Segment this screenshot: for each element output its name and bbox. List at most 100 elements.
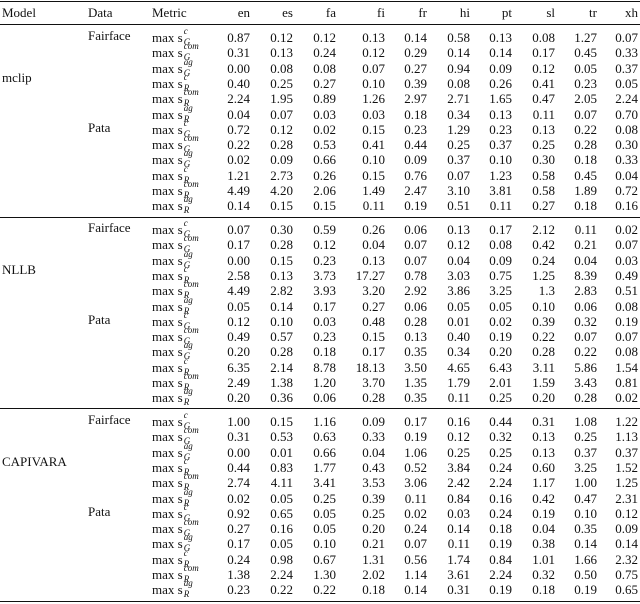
value-cell: 0.10 [574,505,597,521]
metric-base: max s [152,106,183,122]
value-cell: 0.09 [270,152,293,168]
value-cell: 1.21 [227,167,250,183]
metric-sub: R [183,205,190,216]
metric-sup: ag [183,386,193,397]
value-cell: 1.26 [362,91,385,107]
dataset-label: Pata [88,119,111,135]
value-cell: 0.33 [615,152,638,168]
value-cell: 1.38 [227,567,250,582]
value-cell: 0.39 [532,313,555,329]
value-cell: 0.53 [270,429,293,445]
value-cell: 0.13 [270,45,293,61]
value-cell: 5.86 [574,359,597,375]
value-cell: 0.24 [489,459,512,475]
metric-base: max s [152,313,183,329]
value-cell: 0.19 [615,313,638,329]
value-cell: 0.00 [227,60,250,76]
value-cell: 0.18 [404,106,427,122]
metric-base: max s [152,298,183,314]
value-cell: 0.23 [313,252,336,268]
value-cell: 0.63 [313,429,336,445]
metric-sub: G [183,229,191,239]
value-cell: 0.08 [447,75,470,91]
value-cell: 0.19 [404,429,427,445]
value-cell: 2.31 [615,490,638,506]
metric-base: max s [152,167,183,183]
metric-scripts: com G [183,517,205,538]
value-cell: 0.56 [404,551,427,567]
metric-base: max s [152,567,183,582]
value-cell: 0.27 [313,75,336,91]
header-cell: fr [418,5,427,20]
value-cell: 3.86 [447,283,470,299]
value-cell: 0.26 [362,222,385,237]
metric-sub: G [183,67,191,78]
metric-cell: max s ag G [152,341,205,361]
value-cell: 1.08 [574,414,597,429]
metric-sub: G [183,144,191,155]
metric-sub: G [183,37,191,47]
metric-sup: ag [183,248,193,259]
value-cell: 0.67 [313,551,336,567]
value-cell: 0.36 [270,390,293,406]
value-cell: 0.18 [574,198,597,214]
value-cell: 3.61 [447,567,470,582]
value-cell: 0.26 [489,75,512,91]
value-cell: 0.44 [404,137,427,153]
value-cell: 0.01 [270,444,293,460]
metric-scripts: com G [183,426,205,446]
value-cell: 0.24 [227,551,250,567]
value-cell: 0.07 [615,30,638,45]
value-cell: 0.83 [270,459,293,475]
value-cell: 1.89 [574,183,597,198]
metric-sub: G [183,512,191,523]
value-cell: 6.35 [227,359,250,375]
value-cell: 0.25 [574,429,597,445]
value-cell: 0.16 [447,414,470,429]
metric-base: max s [152,183,183,198]
value-cell: 0.12 [447,237,470,253]
value-cell: 0.11 [404,490,427,506]
value-cell: 0.70 [615,106,638,122]
value-cell: 0.98 [270,551,293,567]
value-cell: 0.32 [574,313,597,329]
value-cell: 1.13 [615,429,638,445]
value-cell: 0.14 [227,198,250,214]
value-cell: 0.09 [404,152,427,168]
value-cell: 0.19 [489,536,512,552]
metric-cell: max s ag G [152,248,205,269]
value-cell: 0.12 [313,237,336,253]
value-cell: 3.53 [362,475,385,491]
value-cell: 0.75 [615,567,638,582]
metric-cell: max s com R [152,564,205,584]
value-cell: 0.34 [447,106,470,122]
group-rule [0,217,640,218]
group-rule [0,408,640,409]
value-cell: 0.39 [362,490,385,506]
value-cell: 0.17 [532,45,555,61]
metric-sub: R [183,190,190,200]
value-cell: 0.03 [362,106,385,122]
value-cell: 0.37 [615,444,638,460]
value-cell: 0.11 [574,222,597,237]
value-cell: 2.24 [227,91,250,107]
metric-sup: com [183,517,199,528]
value-cell: 0.02 [227,152,250,168]
metric-sub: G [183,421,191,431]
value-cell: 0.13 [270,267,293,283]
value-cell: 0.25 [447,137,470,153]
value-cell: 0.76 [404,167,427,183]
value-cell: 0.18 [574,152,597,168]
metric-sub: R [183,466,190,477]
metric-sup: com [183,325,199,336]
value-cell: 1.25 [532,267,555,283]
value-cell: 0.14 [447,521,470,537]
metric-sup: c [183,455,188,466]
value-cell: 0.20 [227,390,250,406]
value-cell: 0.19 [489,329,512,345]
value-cell: 0.39 [404,75,427,91]
